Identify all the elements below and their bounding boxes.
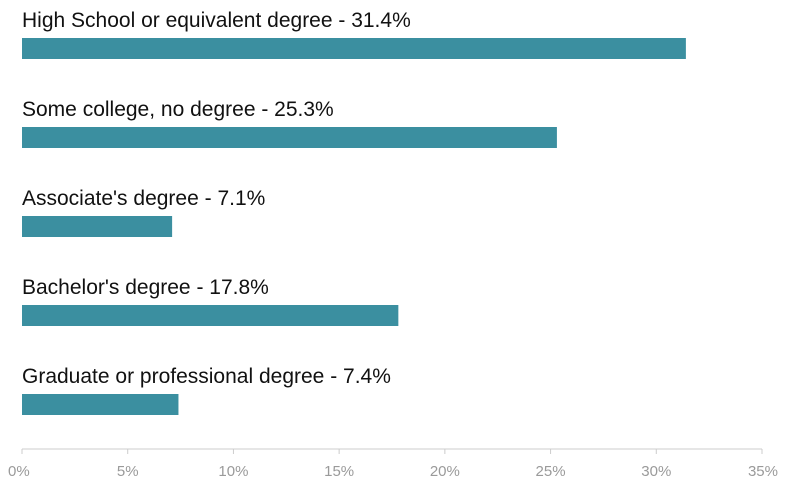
x-tick-label-0: 0% — [8, 463, 30, 480]
x-tick-label-5: 25% — [536, 463, 566, 480]
bar-0 — [22, 38, 686, 59]
category-labels-group: High School or equivalent degree - 31.4%… — [22, 9, 411, 388]
bar-2 — [22, 216, 173, 237]
bars-group — [22, 38, 686, 415]
x-tick-label-2: 10% — [218, 463, 248, 480]
x-tick-label-7: 35% — [748, 463, 778, 480]
bar-label-2: Associate's degree - 7.1% — [22, 187, 265, 210]
bar-3 — [22, 305, 399, 326]
bar-label-0: High School or equivalent degree - 31.4% — [22, 9, 411, 32]
bar-4 — [22, 394, 179, 415]
x-axis-ticks-group: 0% 5% 10% 15% 20% 25% 30% 35% — [8, 449, 778, 480]
bar-1 — [22, 127, 557, 148]
x-tick-label-6: 30% — [641, 463, 671, 480]
bar-label-3: Bachelor's degree - 17.8% — [22, 276, 269, 299]
x-tick-label-1: 5% — [117, 463, 139, 480]
x-tick-label-4: 20% — [430, 463, 460, 480]
bar-label-1: Some college, no degree - 25.3% — [22, 98, 334, 121]
x-tick-label-3: 15% — [324, 463, 354, 480]
bar-label-4: Graduate or professional degree - 7.4% — [22, 365, 391, 388]
